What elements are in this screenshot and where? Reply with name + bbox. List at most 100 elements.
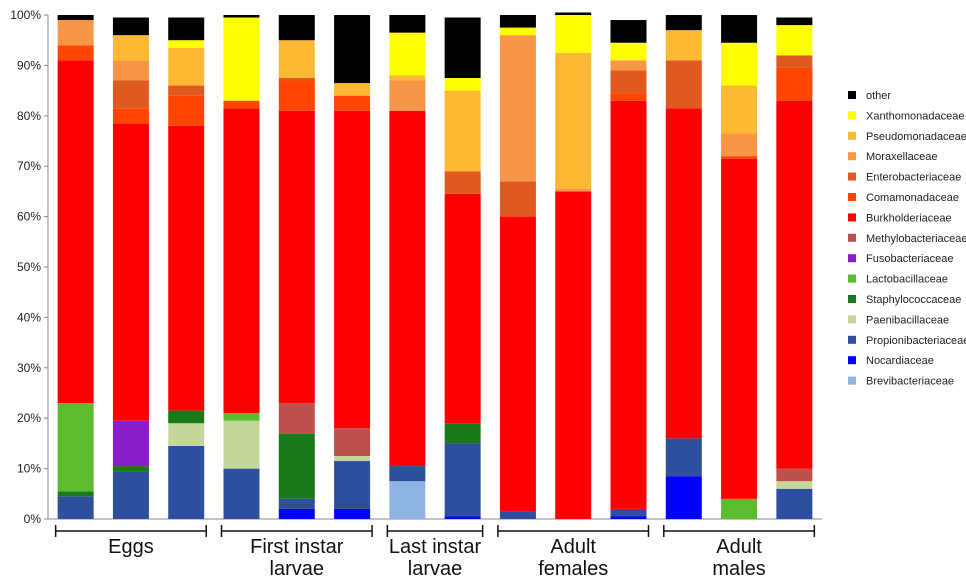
bar-segment <box>444 171 481 194</box>
bar-segment <box>776 468 813 482</box>
bar-stack <box>112 17 149 519</box>
bar-segment <box>389 75 426 81</box>
bar-segment <box>278 498 315 509</box>
bar-segment <box>721 15 758 43</box>
bar-segment <box>278 403 315 434</box>
bar-segment <box>112 123 149 421</box>
legend-swatch <box>848 274 856 283</box>
bar-segment <box>223 468 260 519</box>
bar-segment <box>776 17 813 26</box>
bar-stack <box>610 20 647 519</box>
group-label: Adult <box>550 536 596 558</box>
legend-label: Staphylococcaceae <box>866 294 961 306</box>
legend-item: Xanthomonadaceae <box>848 110 964 122</box>
bar-segment <box>610 20 647 43</box>
bar-segment <box>610 516 647 519</box>
bar-segment <box>444 443 481 517</box>
y-tick-label: 80% <box>17 109 41 123</box>
bar-segment <box>665 438 702 477</box>
bar-segment <box>721 85 758 134</box>
group-label: Last instar <box>389 536 482 558</box>
bar-segment <box>499 511 536 519</box>
bar-segment <box>168 85 205 96</box>
bar-segment <box>610 42 647 61</box>
legend-swatch <box>848 152 856 161</box>
legend: other Xanthomonadaceae Pseudomonadaceae Mor… <box>848 90 966 388</box>
y-tick-label: 60% <box>17 210 41 224</box>
y-tick-label: 20% <box>17 411 41 425</box>
y-tick-label: 30% <box>17 361 41 375</box>
bar-segment <box>112 471 149 519</box>
bar-segment <box>278 15 315 41</box>
bar-segment <box>610 508 647 517</box>
legend-label: Burkholderiaceae <box>866 212 952 224</box>
legend-item: Enterobacteriaceae <box>848 172 961 184</box>
bar-segment <box>168 47 205 86</box>
bar-segment <box>721 133 758 157</box>
bar-segment <box>665 108 702 439</box>
bar-segment <box>278 508 315 519</box>
bar-segment <box>278 80 315 111</box>
bar-segment <box>223 100 260 109</box>
legend-item: Comamonadaceae <box>848 192 959 204</box>
bar-segment <box>776 481 813 489</box>
bar-segment <box>555 191 592 519</box>
bar-segment <box>334 461 371 509</box>
bar-segment <box>499 27 536 36</box>
bar-segment <box>334 456 371 462</box>
legend-item: Moraxellaceae <box>848 151 938 163</box>
bar-segment <box>444 423 481 444</box>
bar-segment <box>721 498 758 519</box>
legend-item: Propionibacteriaceae <box>848 335 966 347</box>
legend-label: Lactobacillaceae <box>866 274 948 286</box>
bar-segment <box>168 95 205 126</box>
legend-item: Pseudomonadaceae <box>848 131 966 143</box>
group-label: Eggs <box>108 536 154 558</box>
bar-segment <box>112 80 149 109</box>
bar-segment <box>555 188 592 192</box>
legend-item: Nocardiaceae <box>848 355 934 367</box>
y-tick-label: 40% <box>17 310 41 324</box>
legend-swatch <box>848 131 856 140</box>
bar-segment <box>610 70 647 94</box>
bar-segment <box>112 466 149 472</box>
legend-item: other <box>848 90 891 102</box>
bar-stack <box>499 15 536 519</box>
bar-stack <box>555 12 592 519</box>
legend-item: Fusobacteriaceae <box>848 253 953 265</box>
legend-item: Brevibacteriaceae <box>848 376 954 388</box>
legend-label: Nocardiaceae <box>866 355 934 367</box>
bar-segment <box>444 516 481 519</box>
bar-segment <box>57 15 94 21</box>
bar-segment <box>278 433 315 499</box>
bar-segment <box>444 193 481 424</box>
bar-segment <box>168 410 205 424</box>
legend-item: Lactobacillaceae <box>848 274 948 286</box>
bar-segment <box>776 100 813 469</box>
legend-item: Burkholderiaceae <box>848 212 952 224</box>
bar-segment <box>499 35 536 182</box>
group-label: larvae <box>408 558 462 580</box>
y-tick-label: 0% <box>24 512 42 526</box>
legend-label: Moraxellaceae <box>866 151 938 163</box>
legend-item: Methylobacteriaceae <box>848 233 966 245</box>
legend-swatch <box>848 295 856 303</box>
bar-segment <box>168 125 205 411</box>
bar-segment <box>389 32 426 76</box>
bar-segment <box>776 67 813 101</box>
bar-segment <box>721 158 758 499</box>
bar-segment <box>112 420 149 467</box>
bar-stack <box>721 15 758 519</box>
bar-segment <box>112 108 149 124</box>
bar-stack <box>57 15 94 519</box>
legend-label: Methylobacteriaceae <box>866 233 966 245</box>
bar-segment <box>168 423 205 446</box>
legend-swatch <box>848 172 856 181</box>
bar-segment <box>444 90 481 172</box>
y-tick-label: 100% <box>10 8 41 22</box>
bar-segment <box>223 17 260 101</box>
bar-segment <box>278 78 315 81</box>
y-tick-label: 10% <box>17 462 41 476</box>
bar-stack <box>776 17 813 519</box>
